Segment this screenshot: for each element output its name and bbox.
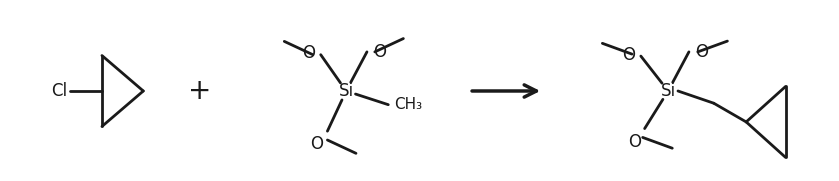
Text: O: O — [622, 46, 635, 64]
Text: Cl: Cl — [51, 82, 67, 100]
Text: CH₃: CH₃ — [394, 97, 422, 112]
Text: O: O — [302, 44, 315, 62]
Text: +: + — [188, 77, 211, 105]
Text: Si: Si — [339, 82, 354, 100]
Text: O: O — [628, 132, 641, 151]
Text: O: O — [695, 43, 708, 61]
Text: O: O — [373, 43, 386, 61]
Text: Si: Si — [660, 82, 675, 100]
Text: O: O — [310, 135, 324, 153]
